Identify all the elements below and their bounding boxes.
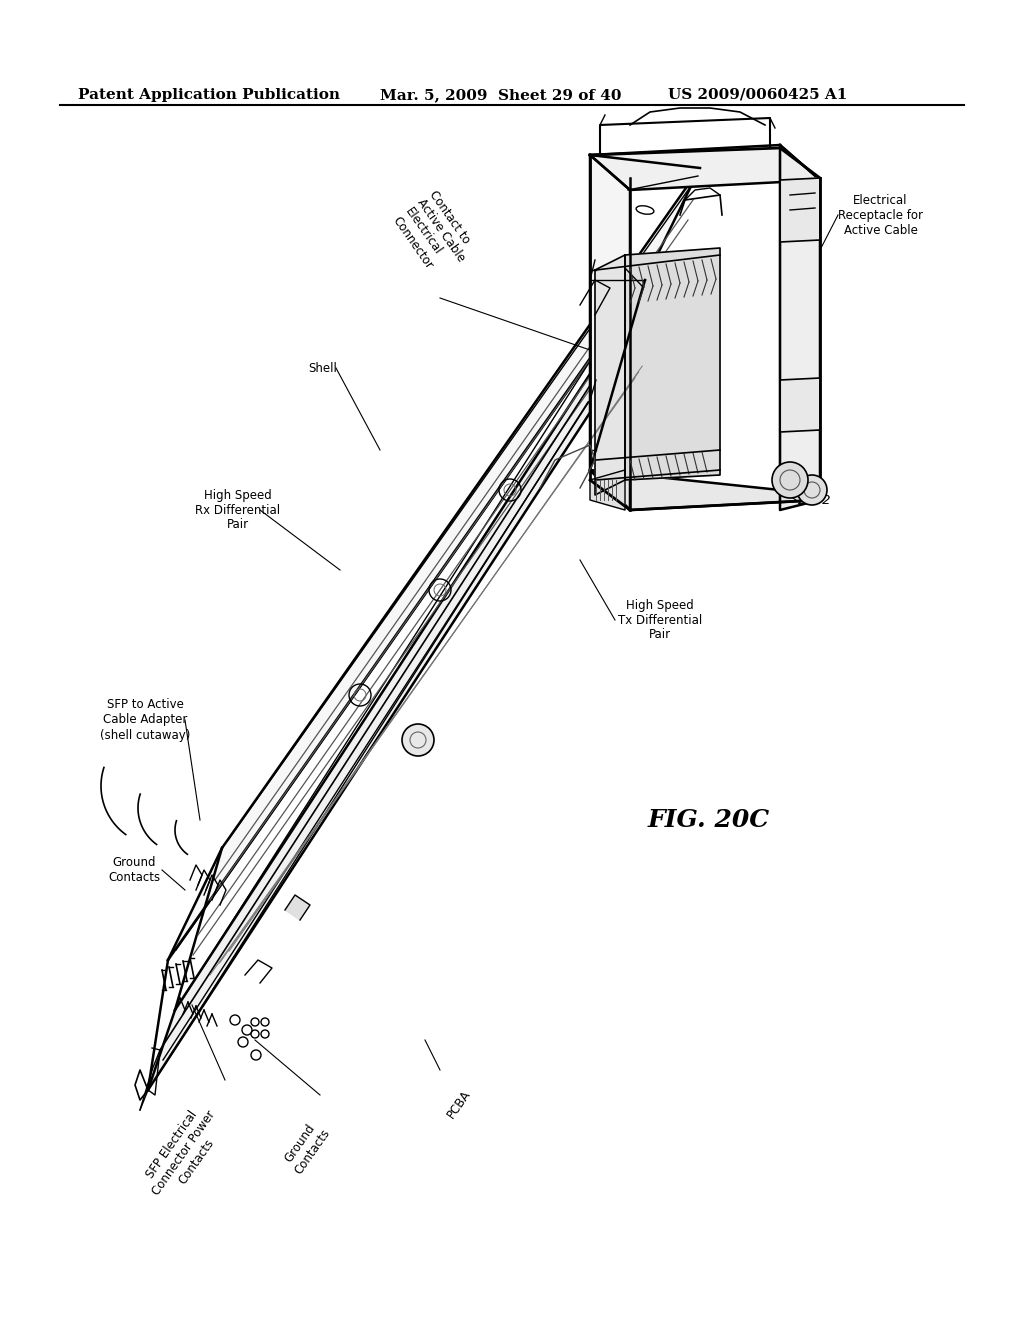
Text: 2002: 2002 — [798, 494, 831, 507]
Polygon shape — [590, 154, 630, 510]
Text: US 2009/0060425 A1: US 2009/0060425 A1 — [668, 88, 848, 102]
Circle shape — [772, 462, 808, 498]
Text: High Speed
Tx Differential
Pair: High Speed Tx Differential Pair — [618, 598, 702, 642]
Polygon shape — [590, 470, 625, 510]
Polygon shape — [780, 145, 820, 510]
Text: High Speed
Rx Differential
Pair: High Speed Rx Differential Pair — [195, 488, 281, 532]
Circle shape — [402, 723, 434, 756]
Text: FIG. 20C: FIG. 20C — [648, 808, 770, 832]
Polygon shape — [625, 248, 720, 480]
Polygon shape — [168, 168, 700, 960]
Polygon shape — [148, 327, 620, 1090]
Text: Mar. 5, 2009  Sheet 29 of 40: Mar. 5, 2009 Sheet 29 of 40 — [380, 88, 622, 102]
Polygon shape — [595, 255, 625, 495]
Text: SFP Electrical
Connector Power
Contacts: SFP Electrical Connector Power Contacts — [138, 1100, 230, 1206]
Polygon shape — [590, 145, 820, 190]
Text: SFP to Active
Cable Adapter
(shell cutaway): SFP to Active Cable Adapter (shell cutaw… — [100, 698, 190, 742]
Text: Ground
Contacts: Ground Contacts — [108, 855, 160, 884]
Text: Contact to
Active Cable
Electrical
Connector: Contact to Active Cable Electrical Conne… — [390, 187, 480, 281]
Text: PCBA: PCBA — [445, 1088, 474, 1121]
Polygon shape — [285, 895, 310, 920]
Polygon shape — [780, 178, 820, 242]
Text: Shell: Shell — [308, 362, 337, 375]
Text: Patent Application Publication: Patent Application Publication — [78, 88, 340, 102]
Circle shape — [797, 475, 827, 506]
Polygon shape — [590, 470, 820, 510]
Polygon shape — [780, 378, 820, 432]
Text: Ground
Contacts: Ground Contacts — [280, 1118, 333, 1176]
Text: Electrical
Receptacle for
Active Cable: Electrical Receptacle for Active Cable — [838, 194, 923, 236]
